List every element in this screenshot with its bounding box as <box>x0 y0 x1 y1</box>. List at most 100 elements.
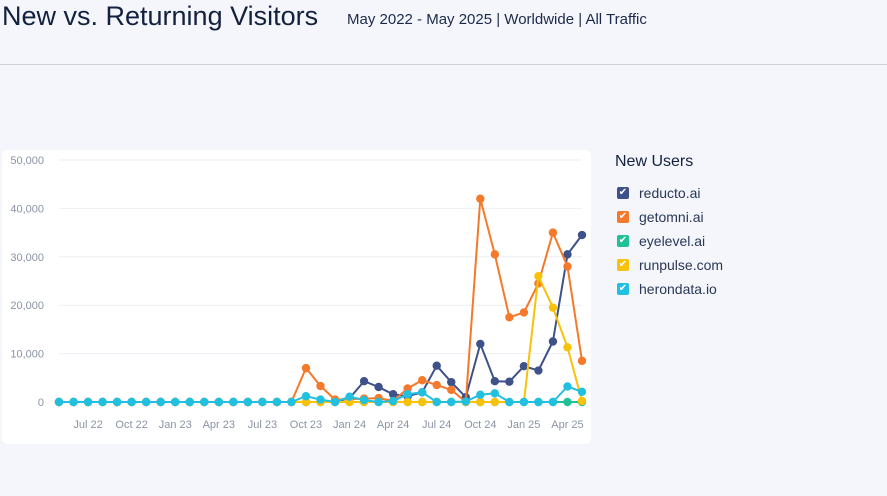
data-point-herondata-io[interactable] <box>519 397 529 407</box>
data-point-reducto-ai[interactable] <box>374 382 383 392</box>
data-point-herondata-io[interactable] <box>83 397 93 407</box>
data-point-getomni-ai[interactable] <box>417 376 427 385</box>
chart-card: 0 10,000 20,000 30,000 40,000 50,000 Jul 22 Oct… <box>2 150 591 444</box>
data-point-herondata-io[interactable] <box>345 392 354 401</box>
data-point-getomni-ai[interactable] <box>490 250 500 259</box>
checkbox-icon[interactable]: ✔ <box>617 211 629 223</box>
data-point-reducto-ai[interactable] <box>432 361 441 370</box>
data-point-herondata-io[interactable] <box>141 397 151 407</box>
data-point-herondata-io[interactable] <box>505 397 514 407</box>
data-point-herondata-io[interactable] <box>534 397 543 407</box>
legend-title: New Users <box>615 153 694 170</box>
data-point-getomni-ai[interactable] <box>519 308 529 317</box>
data-point-runpulse-com[interactable] <box>476 397 485 407</box>
data-point-herondata-io[interactable] <box>156 397 165 407</box>
x-tick-label: Jan 23 <box>159 419 192 431</box>
page-header: New vs. Returning Visitors May 2022 - Ma… <box>0 0 887 65</box>
checkbox-icon[interactable]: ✔ <box>617 187 629 199</box>
checkbox-icon[interactable]: ✔ <box>617 283 629 295</box>
data-point-herondata-io[interactable] <box>112 397 122 407</box>
y-tick-label: 0 <box>38 397 44 409</box>
data-point-reducto-ai[interactable] <box>476 339 485 349</box>
data-point-reducto-ai[interactable] <box>447 377 456 387</box>
data-point-herondata-io[interactable] <box>403 390 412 399</box>
data-point-herondata-io[interactable] <box>548 397 558 407</box>
data-point-reducto-ai[interactable] <box>548 337 558 346</box>
data-point-herondata-io[interactable] <box>359 395 369 405</box>
chart-legend: New Users ✔ reducto.ai ✔ getomni.ai ✔ eyeleve… <box>615 153 875 301</box>
data-point-herondata-io[interactable] <box>258 397 267 407</box>
x-tick-label: Jan 25 <box>507 419 540 431</box>
data-point-herondata-io[interactable] <box>185 397 194 407</box>
data-point-herondata-io[interactable] <box>490 389 500 398</box>
data-point-getomni-ai[interactable] <box>548 228 558 237</box>
data-point-herondata-io[interactable] <box>388 396 398 406</box>
data-point-runpulse-com[interactable] <box>417 397 427 407</box>
data-point-getomni-ai[interactable] <box>476 194 485 203</box>
data-point-herondata-io[interactable] <box>563 382 572 391</box>
data-point-herondata-io[interactable] <box>200 397 209 407</box>
data-point-herondata-io[interactable] <box>461 397 470 406</box>
data-point-herondata-io[interactable] <box>330 397 340 407</box>
data-point-reducto-ai[interactable] <box>359 376 369 386</box>
data-point-reducto-ai[interactable] <box>534 366 543 375</box>
data-point-herondata-io[interactable] <box>301 391 311 401</box>
data-point-reducto-ai[interactable] <box>490 376 500 386</box>
data-point-herondata-io[interactable] <box>374 397 383 407</box>
y-tick-label: 10,000 <box>10 349 44 361</box>
legend-label: herondata.io <box>639 281 717 297</box>
data-point-reducto-ai[interactable] <box>563 250 572 259</box>
data-point-reducto-ai[interactable] <box>519 361 529 371</box>
data-point-getomni-ai[interactable] <box>301 363 311 373</box>
data-point-eyelevel-ai[interactable] <box>563 397 572 407</box>
data-point-runpulse-com[interactable] <box>490 397 500 407</box>
data-point-herondata-io[interactable] <box>432 397 441 407</box>
y-tick-label: 50,000 <box>10 155 44 167</box>
data-point-getomni-ai[interactable] <box>432 380 441 390</box>
x-tick-label: Jul 24 <box>422 419 451 431</box>
series-line-getomni-ai <box>59 197 583 403</box>
legend-item-eyelevel-ai[interactable]: ✔ eyelevel.ai <box>615 229 875 253</box>
data-point-runpulse-com[interactable] <box>548 303 558 312</box>
data-point-runpulse-com[interactable] <box>301 397 311 407</box>
data-point-reducto-ai[interactable] <box>577 230 587 240</box>
data-point-herondata-io[interactable] <box>417 388 427 397</box>
legend-item-getomni-ai[interactable]: ✔ getomni.ai <box>615 205 875 229</box>
page-subtitle: May 2022 - May 2025 | Worldwide | All Tr… <box>347 11 647 28</box>
data-point-herondata-io[interactable] <box>577 387 587 397</box>
data-point-herondata-io[interactable] <box>243 397 253 407</box>
data-point-getomni-ai[interactable] <box>577 356 587 366</box>
line-chart: 0 10,000 20,000 30,000 40,000 50,000 Jul 22 Oct… <box>10 155 587 431</box>
data-point-herondata-io[interactable] <box>229 397 238 407</box>
legend-item-reducto-ai[interactable]: ✔ reducto.ai <box>615 181 875 205</box>
data-point-runpulse-com[interactable] <box>577 396 587 406</box>
x-tick-label: Oct 23 <box>290 419 322 431</box>
data-point-getomni-ai[interactable] <box>505 313 514 322</box>
data-point-herondata-io[interactable] <box>447 397 456 407</box>
data-point-getomni-ai[interactable] <box>563 262 572 271</box>
data-point-getomni-ai[interactable] <box>447 385 456 395</box>
data-point-runpulse-com[interactable] <box>403 397 412 407</box>
data-point-reducto-ai[interactable] <box>505 377 514 386</box>
legend-item-herondata-io[interactable]: ✔ herondata.io <box>615 277 875 301</box>
data-point-runpulse-com[interactable] <box>534 271 543 281</box>
data-point-herondata-io[interactable] <box>54 397 64 407</box>
checkbox-icon[interactable]: ✔ <box>617 259 629 271</box>
page-title: New vs. Returning Visitors <box>2 1 319 31</box>
data-point-herondata-io[interactable] <box>272 397 282 407</box>
data-point-getomni-ai[interactable] <box>316 381 325 391</box>
data-point-herondata-io[interactable] <box>171 397 180 407</box>
legend-item-runpulse-com[interactable]: ✔ runpulse.com <box>615 253 875 277</box>
data-point-herondata-io[interactable] <box>476 390 485 399</box>
data-point-herondata-io[interactable] <box>316 395 325 404</box>
data-point-herondata-io[interactable] <box>69 397 78 407</box>
data-point-herondata-io[interactable] <box>287 397 296 407</box>
data-point-getomni-ai[interactable] <box>403 384 412 393</box>
checkbox-icon[interactable]: ✔ <box>617 235 629 247</box>
data-point-herondata-io[interactable] <box>214 397 224 407</box>
data-point-runpulse-com[interactable] <box>563 343 572 352</box>
data-point-reducto-ai[interactable] <box>388 390 398 399</box>
data-point-herondata-io[interactable] <box>98 397 107 407</box>
y-tick-label: 40,000 <box>10 203 44 215</box>
data-point-herondata-io[interactable] <box>127 397 136 407</box>
